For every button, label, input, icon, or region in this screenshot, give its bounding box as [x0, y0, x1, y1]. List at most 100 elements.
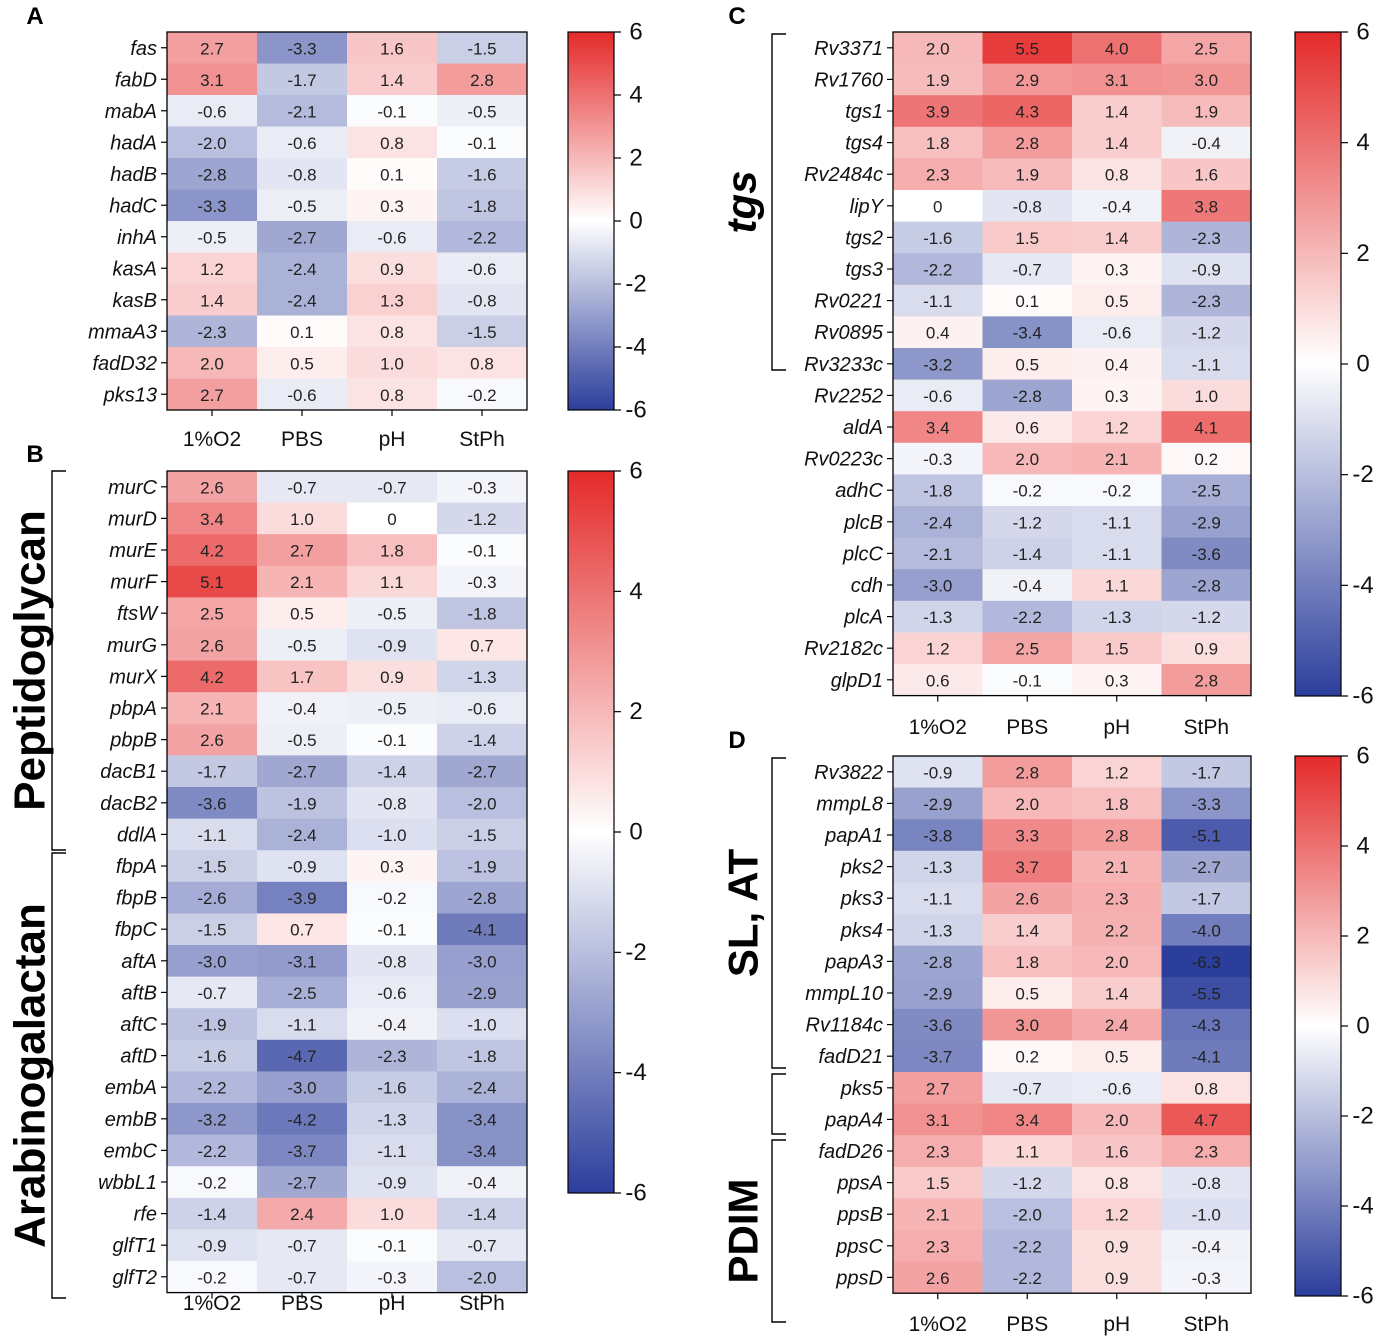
cell-value-label: -1.3	[923, 858, 952, 877]
cell-value-label: -1.7	[1192, 890, 1221, 909]
cell-value-label: 3.3	[1015, 827, 1039, 846]
cell-value-label: -2.0	[467, 1268, 496, 1287]
heatmap-cell	[257, 818, 348, 851]
heatmap-cell	[893, 1230, 983, 1263]
heatmap-cell	[257, 534, 348, 567]
cell-value-label: -3.7	[923, 1048, 952, 1067]
cell-value-label: 2.1	[1105, 858, 1129, 877]
heatmap-cell	[257, 284, 348, 316]
heatmap-cell	[167, 881, 258, 914]
colorbar-tick-label: 4	[629, 578, 642, 605]
heatmap-cell	[982, 1072, 1073, 1105]
heatmap-cell	[1072, 819, 1162, 852]
heatmap-cell	[437, 945, 528, 978]
cell-value-label: -0.2	[467, 386, 496, 405]
colorbar-tick-label: 6	[1356, 19, 1369, 46]
cell-value-label: -0.7	[287, 1237, 316, 1256]
cell-value-label: 0.5	[1105, 1048, 1129, 1067]
cell-value-label: 1.1	[1105, 577, 1129, 596]
heatmap-cell	[893, 569, 983, 602]
row-label: papA4	[824, 1109, 883, 1131]
cell-value-label: -0.5	[377, 700, 406, 719]
heatmap-cell	[347, 315, 438, 348]
cell-value-label: -1.0	[377, 826, 406, 845]
cell-value-label: -0.6	[287, 134, 316, 153]
column-label: pH	[379, 428, 406, 451]
cell-value-label: -2.5	[1192, 482, 1221, 501]
cell-value-label: -2.8	[923, 953, 952, 972]
cell-value-label: -3.3	[1192, 795, 1221, 814]
heatmap-cell	[1072, 600, 1162, 633]
cell-value-label: -2.2	[197, 1142, 226, 1161]
cell-value-label: -0.7	[287, 1268, 316, 1287]
heatmap-cell	[982, 819, 1073, 852]
row-label: hadB	[110, 164, 157, 186]
cell-value-label: 2.7	[926, 1079, 950, 1098]
heatmap-cell	[347, 881, 438, 914]
cell-value-label: -2.8	[467, 889, 496, 908]
heatmap-cell	[1161, 1040, 1252, 1073]
heatmap-cell	[982, 977, 1073, 1010]
heatmap-cell	[437, 976, 528, 1009]
row-label: glfT1	[113, 1235, 157, 1257]
heatmap-cell	[257, 1039, 348, 1072]
heatmap-cell	[167, 1229, 258, 1262]
heatmap-cell	[167, 723, 258, 756]
heatmap-cell	[257, 945, 348, 978]
column-label: StPh	[459, 428, 505, 451]
group-label: tgs	[718, 171, 765, 234]
cell-value-label: -2.8	[1192, 577, 1221, 596]
cell-value-label: -0.8	[287, 165, 316, 184]
row-label: aldA	[843, 417, 883, 439]
group-label: Peptidoglycan	[6, 510, 55, 811]
row-label: murG	[107, 635, 157, 657]
cell-value-label: -2.8	[1013, 387, 1042, 406]
cell-value-label: 2.1	[926, 1206, 950, 1225]
heatmap-cell	[347, 378, 438, 411]
heatmap-cell	[347, 787, 438, 820]
heatmap-cell	[1161, 1072, 1252, 1105]
heatmap-cell	[893, 1072, 983, 1105]
heatmap-cell	[1072, 787, 1162, 820]
heatmap-cell	[437, 1134, 528, 1167]
cell-value-label: -0.1	[377, 102, 406, 121]
cell-value-label: -0.5	[377, 605, 406, 624]
row-label: ppsA	[836, 1173, 883, 1195]
cell-value-label: -0.4	[377, 1016, 406, 1035]
cell-value-label: 0.8	[380, 386, 404, 405]
cell-value-label: -0.1	[377, 731, 406, 750]
heatmap-cell	[347, 63, 438, 96]
colorbar-tick-label: -2	[1352, 1103, 1373, 1130]
column-label: pH	[379, 1292, 406, 1315]
heatmap-cell	[1072, 63, 1162, 96]
heatmap-cell	[257, 502, 348, 535]
heatmap-cell	[347, 976, 438, 1009]
heatmap-cell	[437, 1229, 528, 1262]
cell-value-label: -2.7	[467, 763, 496, 782]
heatmap-cell	[1161, 537, 1252, 570]
cell-value-label: -1.5	[467, 323, 496, 342]
row-label: tgs1	[845, 101, 883, 123]
row-label: dacB2	[100, 793, 157, 815]
cell-value-label: 3.1	[926, 1111, 950, 1130]
heatmap-cell	[347, 221, 438, 253]
row-label: pks5	[840, 1078, 884, 1100]
heatmap-cell	[982, 221, 1073, 254]
heatmap-cell	[982, 1008, 1073, 1041]
heatmap-cell	[1161, 1198, 1252, 1231]
heatmap-cell	[1161, 977, 1252, 1010]
heatmap-cell	[982, 442, 1073, 475]
heatmap-cell	[257, 221, 348, 253]
cell-value-label: -2.9	[923, 795, 952, 814]
cell-value-label: -1.4	[1013, 545, 1042, 564]
heatmap-cell	[257, 126, 348, 159]
heatmap-cell	[167, 945, 258, 978]
heatmap-cell	[1072, 474, 1162, 507]
cell-value-label: 3.1	[1105, 71, 1129, 90]
heatmap-cell	[1161, 819, 1252, 852]
colorbar-tick-label: 2	[629, 145, 642, 172]
heatmap-cell	[1161, 126, 1252, 159]
cell-value-label: -0.1	[1013, 671, 1042, 690]
heatmap-cell	[167, 284, 258, 316]
heatmap-cell	[257, 976, 348, 1009]
